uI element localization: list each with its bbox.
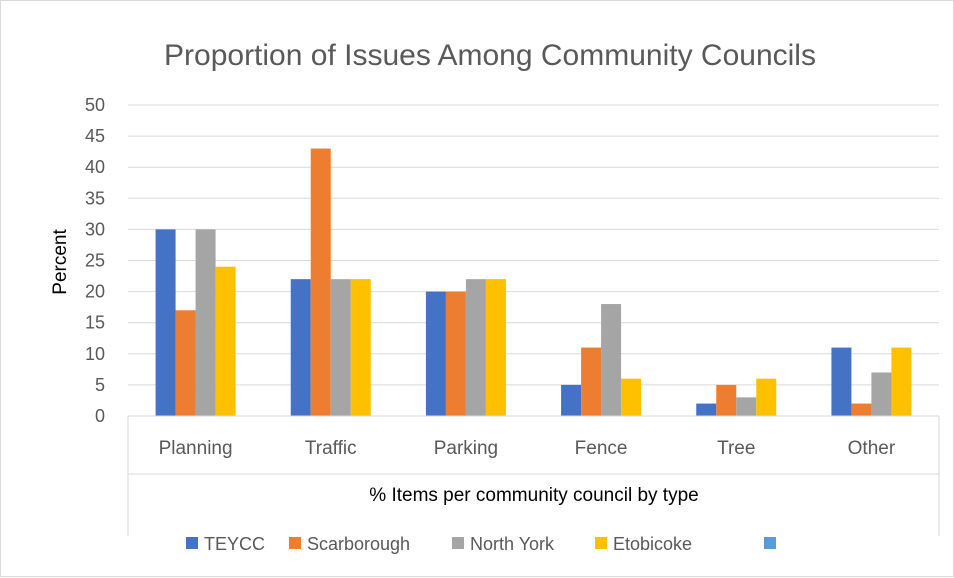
bar xyxy=(851,403,872,416)
legend-swatch xyxy=(186,537,198,549)
y-tick-label: 5 xyxy=(95,375,105,395)
bar xyxy=(716,384,737,416)
category-label: Other xyxy=(848,438,896,459)
chart-title: Proportion of Issues Among Community Cou… xyxy=(164,39,816,72)
legend-label: TEYCC xyxy=(204,534,265,554)
gridlines xyxy=(128,104,939,386)
category-label: Parking xyxy=(434,438,498,459)
legend-swatch xyxy=(289,537,301,549)
bar xyxy=(621,378,642,416)
bar xyxy=(350,279,371,416)
bar xyxy=(485,279,506,416)
y-tick-label: 20 xyxy=(85,282,105,302)
bar xyxy=(871,372,892,416)
y-axis-ticks: 0 5 10 15 20 25 30 35 40 45 50 xyxy=(85,95,105,426)
y-tick-label: 10 xyxy=(85,344,105,364)
bar xyxy=(696,403,717,416)
bar xyxy=(310,148,331,417)
bar xyxy=(445,291,466,416)
legend: TEYCC Scarborough North York Etobicoke xyxy=(186,534,776,554)
category-label: Tree xyxy=(717,438,755,459)
legend-label: Etobicoke xyxy=(613,534,692,554)
legend-label: Scarborough xyxy=(307,534,410,554)
bar xyxy=(425,291,446,416)
bar xyxy=(155,229,176,416)
bar xyxy=(175,310,196,416)
bar xyxy=(756,378,777,416)
y-axis-label: Percent xyxy=(50,229,71,295)
category-label: Traffic xyxy=(305,438,357,459)
bar xyxy=(215,266,236,416)
bar xyxy=(831,347,852,416)
x-axis-label: % Items per community council by type xyxy=(369,485,698,506)
bar xyxy=(891,347,912,416)
category-label: Planning xyxy=(159,438,233,459)
y-tick-label: 30 xyxy=(85,219,105,239)
y-tick-label: 0 xyxy=(95,406,105,426)
y-tick-label: 40 xyxy=(85,157,105,177)
bar xyxy=(736,397,757,416)
y-tick-label: 35 xyxy=(85,188,105,208)
bar xyxy=(290,279,311,416)
bar xyxy=(601,304,622,416)
bars xyxy=(155,148,912,417)
bar xyxy=(581,347,602,416)
y-tick-label: 45 xyxy=(85,126,105,146)
bar xyxy=(561,384,582,416)
y-tick-label: 15 xyxy=(85,313,105,333)
y-tick-label: 25 xyxy=(85,251,105,271)
bar xyxy=(465,279,486,416)
category-labels: Planning Traffic Parking Fence Tree Other xyxy=(159,438,896,459)
legend-label: North York xyxy=(470,534,555,554)
category-label: Fence xyxy=(575,438,628,459)
bar xyxy=(330,279,351,416)
y-tick-label: 50 xyxy=(85,95,105,115)
legend-swatch xyxy=(452,537,464,549)
bar xyxy=(195,229,216,416)
x-axis xyxy=(127,415,940,536)
legend-swatch xyxy=(764,537,776,549)
legend-swatch xyxy=(595,537,607,549)
